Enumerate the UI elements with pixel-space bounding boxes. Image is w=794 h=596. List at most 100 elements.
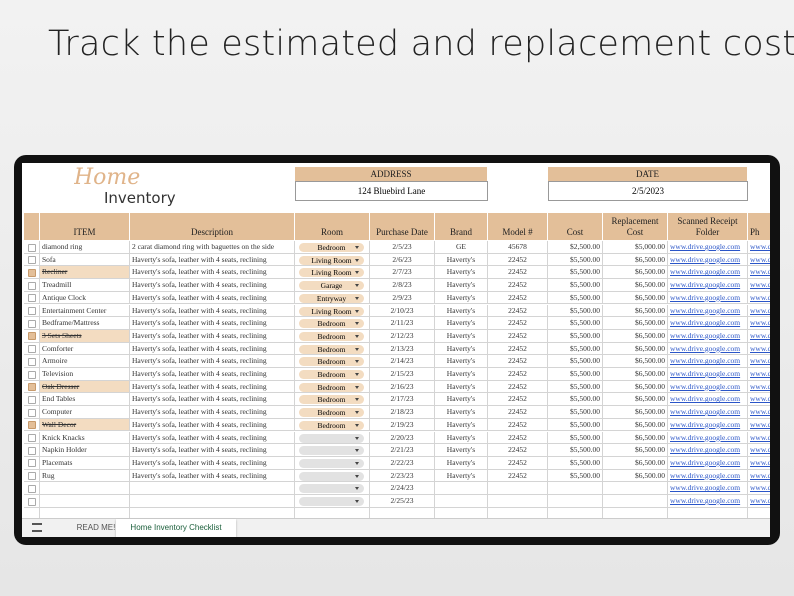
link-cell[interactable]: www.drive.google.com: [668, 291, 748, 305]
brand-cell: GE: [435, 241, 488, 254]
checkbox[interactable]: [28, 434, 36, 442]
link-cell[interactable]: www.dr: [748, 457, 770, 470]
room-dropdown[interactable]: [299, 458, 364, 468]
room-dropdown[interactable]: Bedroom: [299, 344, 364, 354]
link-cell[interactable]: www.dr: [748, 343, 770, 356]
date-cell: 2/24/23: [370, 482, 435, 495]
link-cell[interactable]: www.drive.google.com: [668, 456, 748, 470]
link-cell[interactable]: www.dr: [748, 279, 770, 292]
link-cell[interactable]: www.drive.google.com: [668, 418, 748, 432]
checkbox[interactable]: [28, 307, 36, 315]
room-dropdown[interactable]: [299, 484, 364, 494]
checkbox[interactable]: [28, 268, 36, 277]
sheet-menu[interactable]: [32, 523, 42, 532]
room-dropdown[interactable]: Living Room: [299, 306, 364, 316]
link-cell[interactable]: www.drive.google.com: [668, 380, 748, 394]
link-cell[interactable]: www.dr: [748, 305, 770, 318]
checkbox[interactable]: [28, 281, 36, 290]
room-dropdown[interactable]: Bedroom: [299, 408, 364, 418]
link-cell[interactable]: www.drive.google.com: [668, 393, 748, 407]
link-cell[interactable]: www.drive.google.com: [668, 495, 748, 508]
link-cell[interactable]: www.dr: [748, 470, 770, 483]
link-cell[interactable]: www.drive.google.com: [668, 482, 748, 495]
link-cell[interactable]: www.dr: [748, 482, 770, 495]
room-dropdown[interactable]: Garage: [299, 281, 364, 291]
room-cell: [295, 431, 370, 445]
link-cell[interactable]: www.dr: [748, 381, 770, 394]
room-dropdown[interactable]: Bedroom: [299, 370, 364, 379]
checkbox[interactable]: [28, 357, 36, 366]
link-cell[interactable]: www.dr: [748, 266, 770, 280]
link-cell[interactable]: www.dr: [748, 317, 770, 330]
link-cell[interactable]: www.drive.google.com: [668, 469, 748, 483]
room-dropdown[interactable]: [299, 471, 364, 481]
room-dropdown[interactable]: Bedroom: [299, 243, 364, 252]
tab[interactable]: READ ME!: [76, 523, 116, 532]
replacement-cell: [603, 495, 668, 508]
link-cell[interactable]: www.drive.google.com: [668, 406, 748, 419]
dropdown-caret: [355, 474, 359, 478]
link-cell[interactable]: www.dr: [748, 241, 770, 254]
checkbox[interactable]: [28, 294, 36, 303]
link-cell[interactable]: www.dr: [748, 254, 770, 267]
checkbox[interactable]: [28, 459, 36, 468]
link-cell[interactable]: www.drive.google.com: [668, 241, 748, 254]
date-cell: 2/20/23: [370, 431, 435, 445]
date-cell: 2/17/23: [370, 393, 435, 407]
room-dropdown[interactable]: Bedroom: [299, 331, 364, 341]
checkbox[interactable]: [28, 446, 36, 455]
column-header: Room: [295, 213, 370, 240]
link-cell[interactable]: www.drive.google.com: [668, 431, 748, 445]
room-dropdown[interactable]: Living Room: [299, 255, 364, 265]
link-cell[interactable]: www.dr: [748, 406, 770, 419]
room-dropdown[interactable]: [299, 497, 364, 506]
link-cell[interactable]: www.dr: [748, 495, 770, 508]
link-cell[interactable]: www.dr: [748, 419, 770, 432]
checkbox[interactable]: [28, 484, 36, 493]
checkbox[interactable]: [28, 319, 36, 328]
room-dropdown[interactable]: [299, 433, 364, 443]
checkbox[interactable]: [28, 395, 36, 404]
checkbox[interactable]: [28, 243, 36, 252]
checkbox-cell: [24, 418, 40, 432]
checkbox[interactable]: [28, 472, 36, 481]
room-dropdown[interactable]: Bedroom: [299, 319, 364, 329]
link-cell[interactable]: www.drive.google.com: [668, 253, 748, 267]
checkbox[interactable]: [28, 421, 36, 430]
room-dropdown[interactable]: [299, 446, 364, 456]
link-cell[interactable]: www.drive.google.com: [668, 342, 748, 356]
link-cell[interactable]: www.dr: [748, 355, 770, 368]
item-name: Armoire: [40, 355, 130, 368]
checkbox[interactable]: [28, 370, 36, 379]
room-dropdown[interactable]: Living Room: [299, 268, 364, 278]
link-cell[interactable]: www.drive.google.com: [668, 355, 748, 368]
link-cell[interactable]: www.dr: [748, 444, 770, 457]
link-cell[interactable]: www.drive.google.com: [668, 279, 748, 292]
link-cell[interactable]: www.drive.google.com: [668, 304, 748, 318]
link-cell[interactable]: www.drive.google.com: [668, 368, 748, 381]
link-cell[interactable]: www.dr: [748, 368, 770, 381]
checkbox[interactable]: [28, 332, 36, 341]
item-name: Knick Knacks: [40, 431, 130, 445]
checkbox[interactable]: [28, 408, 36, 417]
item-name: Recliner: [40, 266, 130, 280]
room-dropdown[interactable]: Entryway: [299, 293, 364, 303]
checkbox[interactable]: [28, 256, 36, 265]
room-dropdown[interactable]: Bedroom: [299, 395, 364, 405]
link-cell[interactable]: www.drive.google.com: [668, 444, 748, 457]
link-cell[interactable]: www.drive.google.com: [668, 317, 748, 330]
room-dropdown[interactable]: Bedroom: [299, 420, 364, 430]
link-cell[interactable]: www.drive.google.com: [668, 266, 748, 280]
link-cell[interactable]: www.dr: [748, 292, 770, 305]
checkbox[interactable]: [28, 345, 36, 354]
link-cell[interactable]: www.dr: [748, 432, 770, 445]
checkbox[interactable]: [28, 497, 36, 506]
link-cell[interactable]: www.dr: [748, 330, 770, 343]
tab-active[interactable]: Home Inventory Checklist: [116, 519, 236, 537]
link-cell[interactable]: www.drive.google.com: [668, 329, 748, 343]
checkbox[interactable]: [28, 383, 36, 392]
model-cell: [488, 495, 548, 508]
room-dropdown[interactable]: Bedroom: [299, 357, 364, 367]
link-cell[interactable]: www.dr: [748, 393, 770, 407]
room-dropdown[interactable]: Bedroom: [299, 382, 364, 392]
